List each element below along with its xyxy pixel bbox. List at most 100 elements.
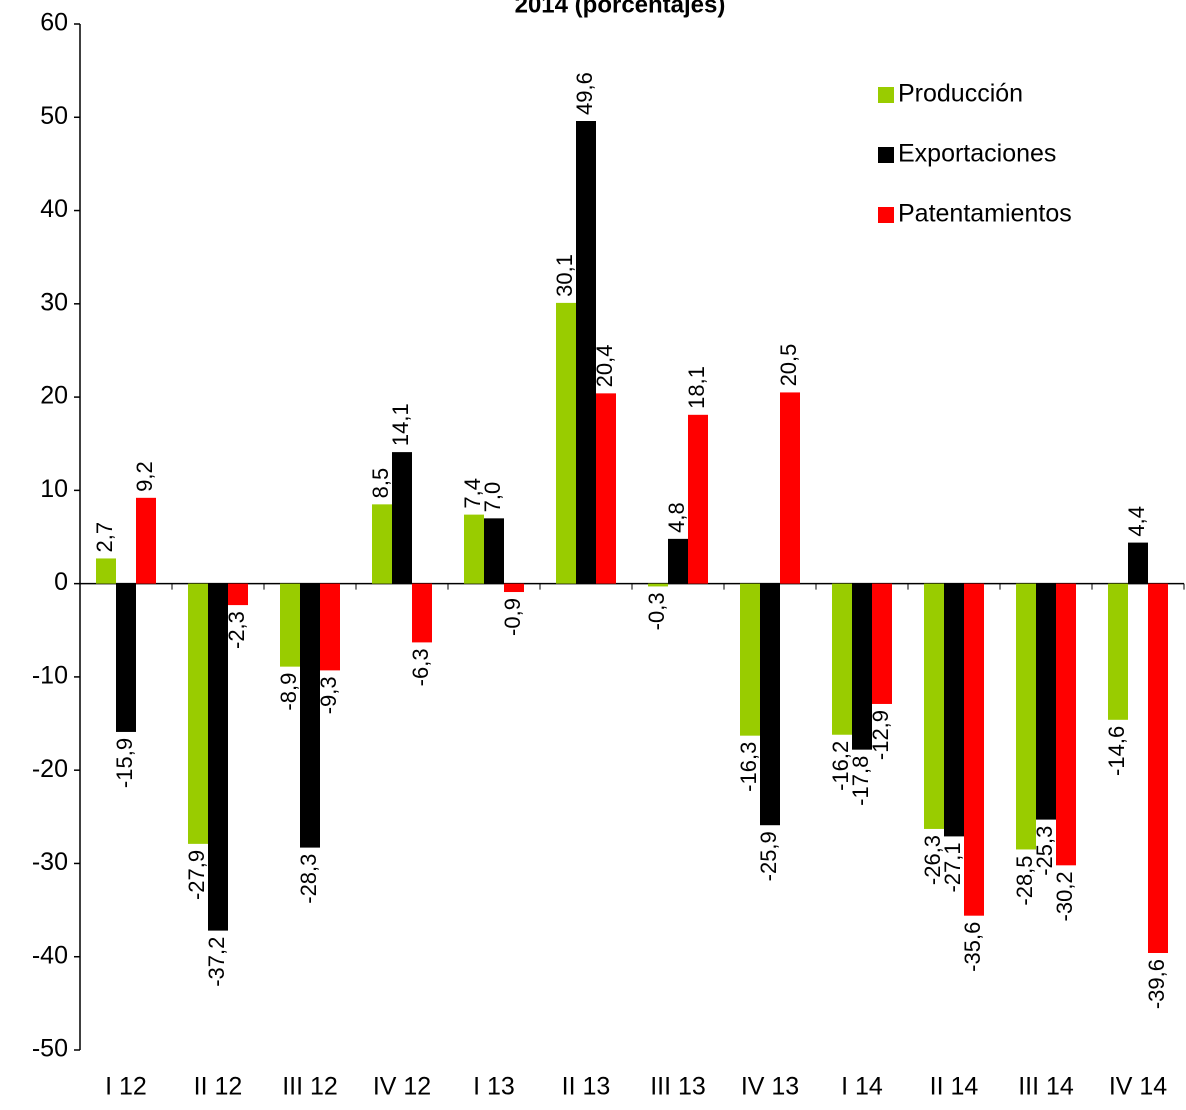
value-label: -0,9 <box>500 598 525 636</box>
value-label: -28,5 <box>1012 855 1037 905</box>
bar <box>96 558 116 584</box>
value-label: -12,9 <box>868 710 893 760</box>
x-tick-label: I 14 <box>841 1073 883 1101</box>
bar <box>228 583 248 606</box>
bar <box>1016 583 1036 850</box>
bar <box>188 583 208 844</box>
y-tick-label: -40 <box>32 941 68 969</box>
bar <box>300 583 320 848</box>
bar <box>596 393 616 584</box>
bar <box>1148 583 1168 953</box>
bar <box>116 583 136 732</box>
legend-swatch <box>878 87 894 103</box>
y-tick-label: -50 <box>32 1035 68 1063</box>
bar <box>576 121 596 584</box>
bar <box>464 514 484 584</box>
legend-swatch <box>878 207 894 223</box>
bar <box>484 518 504 584</box>
bar <box>1036 583 1056 820</box>
bar <box>1128 542 1148 584</box>
value-label: -15,9 <box>112 738 137 788</box>
y-tick-label: 10 <box>40 475 68 503</box>
x-tick-label: II 12 <box>194 1073 243 1101</box>
y-tick-label: -30 <box>32 848 68 876</box>
bar <box>740 583 760 736</box>
bar <box>872 583 892 704</box>
bar <box>944 583 964 837</box>
legend-label: Exportaciones <box>898 140 1056 168</box>
x-tick-label: IV 14 <box>1109 1073 1167 1101</box>
value-label: -25,3 <box>1032 826 1057 876</box>
x-tick-label: II 13 <box>562 1073 611 1101</box>
bar <box>556 302 576 584</box>
bar <box>392 452 412 584</box>
value-label: 30,1 <box>552 254 577 297</box>
value-label: 7,0 <box>480 482 505 513</box>
y-tick-label: 60 <box>40 9 68 37</box>
bar <box>280 583 300 667</box>
value-label: -14,6 <box>1104 726 1129 776</box>
value-label: -37,2 <box>204 937 229 987</box>
value-label: -9,3 <box>316 676 341 714</box>
x-tick-label: IV 12 <box>373 1073 431 1101</box>
value-label: 8,5 <box>368 468 393 499</box>
bar <box>780 392 800 584</box>
y-tick-label: -10 <box>32 662 68 690</box>
bar <box>832 583 852 735</box>
value-label: -27,1 <box>940 842 965 892</box>
x-tick-label: II 14 <box>930 1073 979 1101</box>
value-label: 9,2 <box>132 461 157 492</box>
y-tick-label: 0 <box>54 568 68 596</box>
x-tick-label: III 13 <box>650 1073 706 1101</box>
bar <box>924 583 944 829</box>
bar <box>412 583 432 643</box>
value-label: -16,2 <box>828 741 853 791</box>
value-label: -28,3 <box>296 854 321 904</box>
legend-label: Producción <box>898 80 1023 108</box>
bar <box>688 414 708 584</box>
value-label: -6,3 <box>408 648 433 686</box>
x-tick-label: III 14 <box>1018 1073 1074 1101</box>
value-label: 20,5 <box>776 344 801 387</box>
value-label: -39,6 <box>1144 959 1169 1009</box>
bar <box>208 583 228 931</box>
bar <box>320 583 340 671</box>
value-label: -35,6 <box>960 922 985 972</box>
value-label: -2,3 <box>224 611 249 649</box>
bar <box>504 583 524 593</box>
chart-title: 2014 (porcentajes) <box>515 0 726 18</box>
value-label: 7,4 <box>460 478 485 509</box>
y-tick-label: 20 <box>40 382 68 410</box>
value-label: -8,9 <box>276 673 301 711</box>
value-label: -17,8 <box>848 756 873 806</box>
bar <box>136 497 156 584</box>
y-tick-label: 50 <box>40 102 68 130</box>
value-label: -0,3 <box>644 592 669 630</box>
y-tick-label: -20 <box>32 755 68 783</box>
value-label: 14,1 <box>388 403 413 446</box>
x-tick-label: IV 13 <box>741 1073 799 1101</box>
bar <box>372 504 392 584</box>
value-label: 20,4 <box>592 345 617 388</box>
x-tick-label: I 12 <box>105 1073 147 1101</box>
bar <box>1108 583 1128 720</box>
value-label: -27,9 <box>184 850 209 900</box>
value-label: -16,3 <box>736 742 761 792</box>
x-tick-label: I 13 <box>473 1073 515 1101</box>
legend-swatch <box>878 147 894 163</box>
x-tick-label: III 12 <box>282 1073 338 1101</box>
bar <box>648 583 668 587</box>
y-tick-label: 40 <box>40 195 68 223</box>
bar <box>852 583 872 750</box>
value-label: -25,9 <box>756 831 781 881</box>
y-tick-label: 30 <box>40 288 68 316</box>
value-label: 49,6 <box>572 72 597 115</box>
value-label: 4,8 <box>664 502 689 533</box>
legend-label: Patentamientos <box>898 200 1072 228</box>
bar <box>1056 583 1076 866</box>
value-label: 18,1 <box>684 366 709 409</box>
bar <box>668 538 688 584</box>
value-label: -30,2 <box>1052 871 1077 921</box>
